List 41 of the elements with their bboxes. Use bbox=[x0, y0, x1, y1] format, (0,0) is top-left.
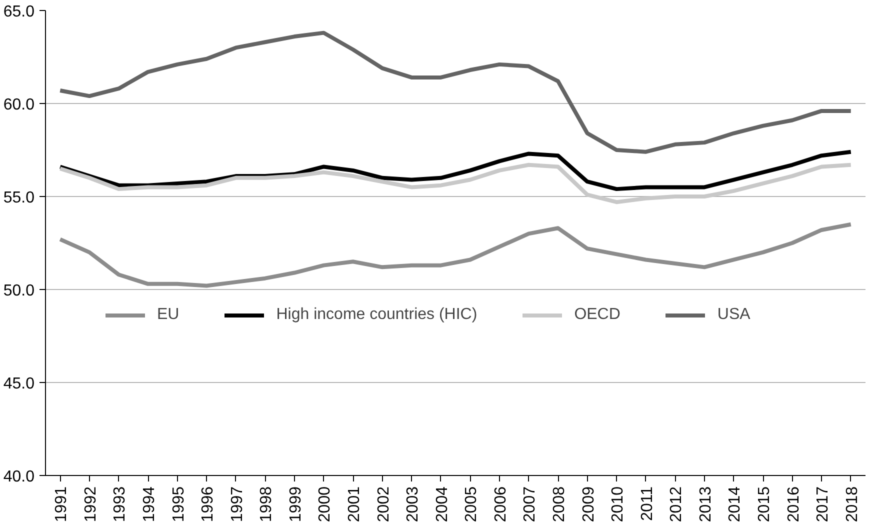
x-tick-label: 2008 bbox=[551, 486, 568, 522]
x-tick-label: 1997 bbox=[228, 486, 246, 522]
x-tick-label: 2001 bbox=[346, 486, 363, 522]
x-tick-label: 2002 bbox=[375, 486, 392, 522]
legend-label: OECD bbox=[574, 306, 620, 324]
x-tick-label: 2005 bbox=[463, 486, 480, 522]
y-tick-label: 55.0 bbox=[3, 190, 35, 206]
line-series bbox=[58, 30, 853, 154]
x-tick-label: 2010 bbox=[610, 486, 627, 522]
x-tick-label: 2007 bbox=[522, 486, 539, 522]
x-tick-label: 2006 bbox=[492, 486, 510, 522]
x-tick-label: 2014 bbox=[726, 486, 744, 522]
x-tick-label: 1999 bbox=[287, 486, 304, 522]
y-tick-label: 40.0 bbox=[3, 468, 35, 486]
x-tick-label: 1995 bbox=[170, 486, 188, 522]
x-tick-label: 2004 bbox=[434, 486, 451, 522]
x-tick-label: 2016 bbox=[785, 486, 802, 522]
x-tick-label: 2015 bbox=[756, 486, 773, 522]
x-tick-label: 1994 bbox=[141, 486, 158, 522]
x-tick-label: 2012 bbox=[668, 486, 686, 522]
y-tick-label: 60.0 bbox=[3, 96, 35, 114]
x-tick-label: 1991 bbox=[53, 486, 70, 522]
x-tick-label: 1993 bbox=[112, 486, 129, 522]
x-tick-label: 2013 bbox=[697, 486, 714, 522]
line-series bbox=[58, 222, 853, 288]
legend-label: High income countries (HIC) bbox=[276, 306, 478, 324]
y-tick-label: 45.0 bbox=[3, 376, 35, 392]
x-tick-label: 1996 bbox=[200, 486, 217, 522]
x-tick-label: 2011 bbox=[638, 486, 656, 521]
x-tick-label: 1992 bbox=[82, 486, 100, 522]
legend-label: USA bbox=[717, 306, 750, 324]
legend-label: EU bbox=[157, 306, 180, 324]
x-tick-label: 2009 bbox=[580, 486, 598, 522]
y-tick-label: 50.0 bbox=[3, 282, 35, 300]
y-tick-label: 65.0 bbox=[3, 4, 35, 20]
line-series bbox=[58, 162, 853, 204]
x-tick-label: 2000 bbox=[316, 486, 334, 522]
x-tick-label: 2017 bbox=[814, 486, 832, 522]
x-tick-label: 1998 bbox=[258, 486, 276, 522]
x-tick-label: 2003 bbox=[404, 486, 422, 522]
x-tick-label: 2018 bbox=[844, 486, 861, 522]
